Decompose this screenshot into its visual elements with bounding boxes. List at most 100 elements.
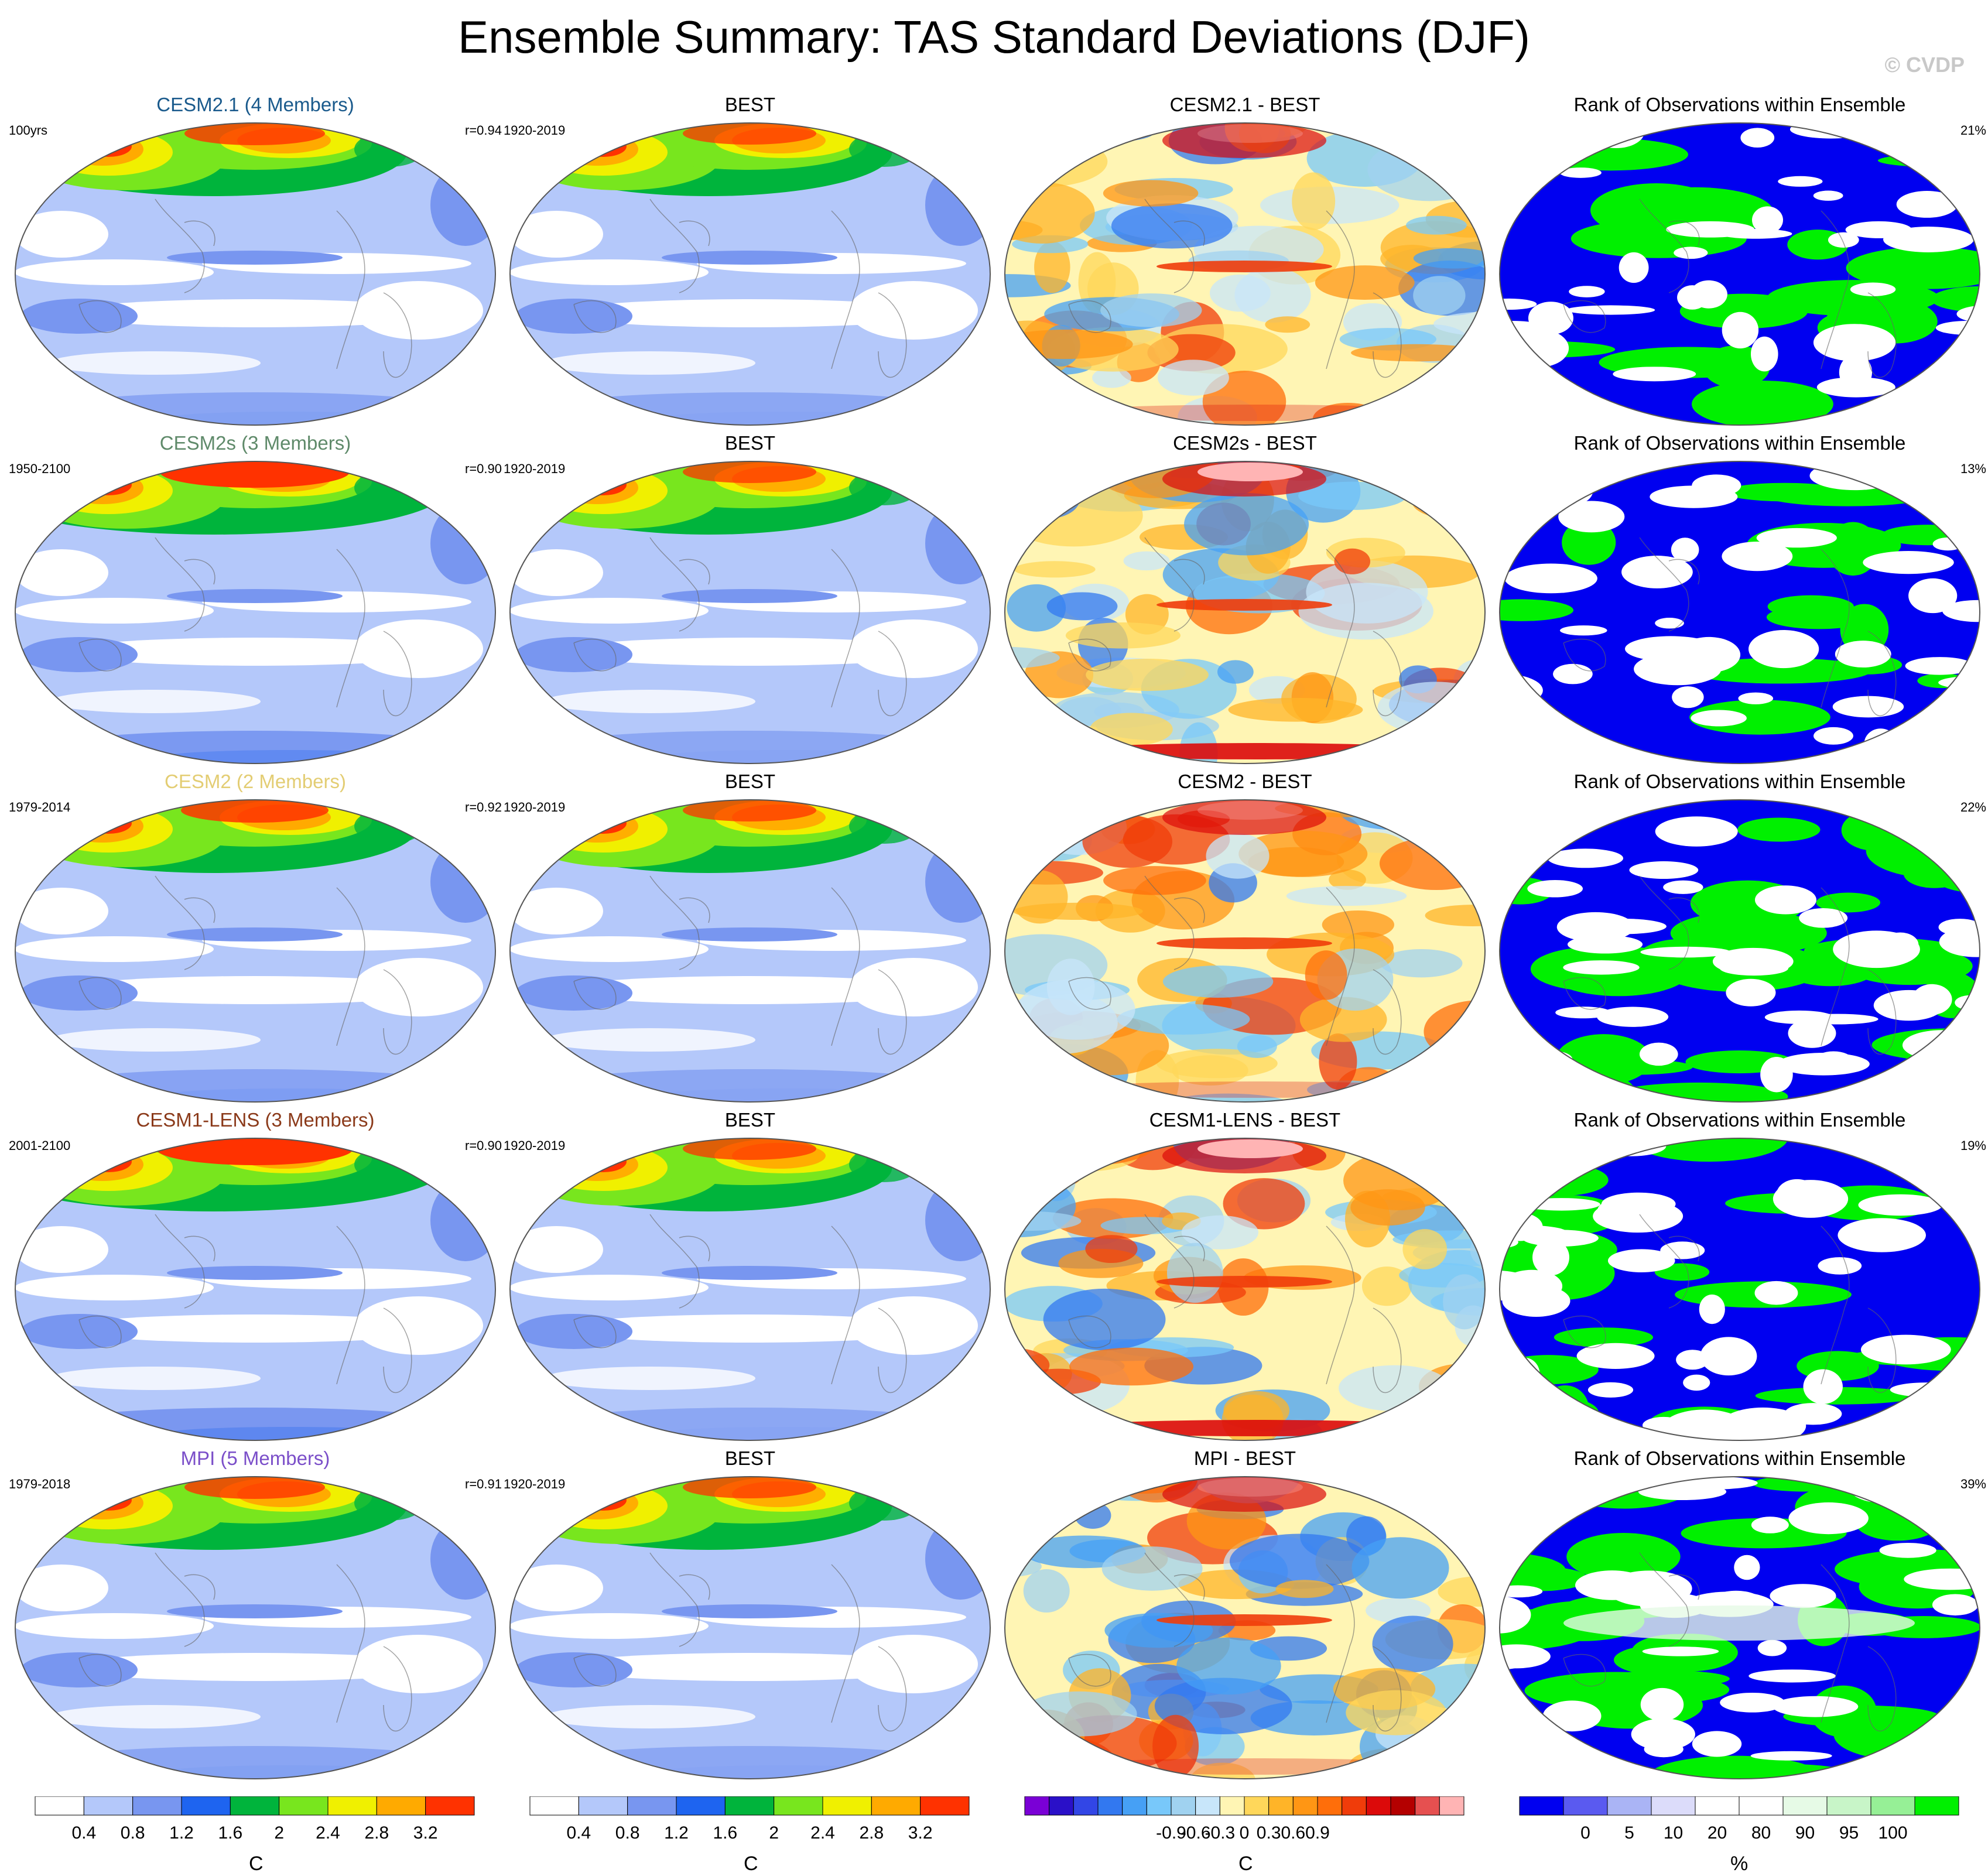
colorbar-model-sd-swatch: [132, 1796, 182, 1816]
panel-diff-row3: CESM2 - BEST: [998, 771, 1491, 1109]
colorbar-model-sd-tick-label: 1.2: [169, 1823, 194, 1843]
colorbar-diff-swatch: [1439, 1796, 1465, 1816]
colorbar-rank-swatch: [1870, 1796, 1915, 1816]
panel-obs-row2: BEST 1920-2019: [504, 432, 997, 771]
panel-obs-row4: BEST 1920-2019: [504, 1109, 997, 1447]
map-diff: [1004, 799, 1486, 1103]
colorbar-diff-swatch: [1390, 1796, 1416, 1816]
colorbar-rank-tick-label: 95: [1839, 1823, 1859, 1843]
panel-model-row1: CESM2.1 (4 Members) 100yrs r=0.94: [9, 94, 502, 432]
colorbar-rank-tick-label: 0: [1580, 1823, 1590, 1843]
panel-title: BEST: [724, 1447, 776, 1469]
colorbar-diff-swatch: [1268, 1796, 1294, 1816]
colorbar-diff-swatch: [1342, 1796, 1367, 1816]
colorbar-obs-sd-swatch: [920, 1796, 970, 1816]
panel-period: 100yrs: [9, 123, 48, 138]
panel-title: CESM1-LENS - BEST: [1149, 1109, 1341, 1131]
colorbar-obs-sd-tick-label: 2: [769, 1823, 779, 1843]
panel-title: CESM2s - BEST: [1173, 432, 1317, 454]
colorbar-model-sd-swatch: [83, 1796, 134, 1816]
panel-title: Rank of Observations within Ensemble: [1573, 432, 1906, 454]
colorbar-diff-swatch: [1415, 1796, 1440, 1816]
colorbar-model-sd-swatch: [35, 1796, 84, 1816]
panel-diff-row5: MPI - BEST: [998, 1447, 1491, 1786]
panel-title: CESM2s (3 Members): [159, 432, 351, 454]
panel-title: Rank of Observations within Ensemble: [1573, 771, 1906, 792]
colorbar-diff-swatch: [1244, 1796, 1270, 1816]
colorbar-rank-swatch: [1519, 1796, 1564, 1816]
colorbar-obs-sd-swatch: [774, 1796, 823, 1816]
panel-title: BEST: [724, 432, 776, 454]
colorbar-diff-swatch: [1097, 1796, 1123, 1816]
colorbar-rank-unit: %: [1730, 1853, 1749, 1875]
colorbar-diff-tick-label: 0: [1240, 1823, 1250, 1843]
map-model: [15, 1138, 496, 1441]
colorbar-rank-tick-label: 5: [1624, 1823, 1634, 1843]
panel-title: Rank of Observations within Ensemble: [1573, 1109, 1906, 1131]
colorbar-obs-sd: 0.4 0.8 1.2 1.6 2 2.4 2.8 3.2 C: [527, 1796, 972, 1875]
colorbar-obs-sd-swatch: [578, 1796, 628, 1816]
colorbar-rank-tick-label: 80: [1751, 1823, 1771, 1843]
panel-period: 1920-2019: [504, 800, 566, 814]
panel-rank-row1: Rank of Observations within Ensemble 21%: [1493, 94, 1986, 432]
pattern-correlation: r=0.92: [465, 800, 502, 814]
panel-period: 1950-2100: [9, 461, 71, 476]
map-diff: [1004, 122, 1486, 426]
colorbar-diff-swatch: [1122, 1796, 1147, 1816]
colorbar-model-sd-swatch: [327, 1796, 377, 1816]
cvdp-watermark: © CVDP: [1884, 53, 1965, 77]
map-diff: [1004, 461, 1486, 764]
panel-rank-row2: Rank of Observations within Ensemble 13%: [1493, 432, 1986, 771]
colorbar-model-sd-tick-label: 2: [274, 1823, 284, 1843]
panel-diff-row1: CESM2.1 - BEST: [998, 94, 1491, 432]
pattern-correlation: r=0.90: [465, 461, 502, 476]
colorbar-rank-swatch: [1826, 1796, 1871, 1816]
colorbar-rank-swatch: [1739, 1796, 1784, 1816]
colorbar-obs-sd-swatch: [822, 1796, 872, 1816]
colorbar-obs-sd-tick-label: 0.8: [615, 1823, 640, 1843]
colorbar-diff-swatch: [1024, 1796, 1050, 1816]
map-obs: [509, 1476, 991, 1779]
panel-period: 1979-2018: [9, 1477, 71, 1491]
pattern-correlation: r=0.90: [465, 1138, 502, 1153]
panel-rank-row5: Rank of Observations within Ensemble 39%: [1493, 1447, 1986, 1786]
colorbar-diff-swatch: [1219, 1796, 1245, 1816]
colorbar-rank-swatch: [1695, 1796, 1740, 1816]
panel-period: 1920-2019: [504, 1477, 566, 1491]
colorbar-diff-swatch: [1049, 1796, 1074, 1816]
rank-percent: 19%: [1960, 1138, 1986, 1153]
map-obs: [509, 799, 991, 1103]
colorbar-obs-sd-tick-label: 0.4: [566, 1823, 591, 1843]
panel-title: Rank of Observations within Ensemble: [1573, 94, 1906, 115]
colorbar-rank-swatch: [1563, 1796, 1608, 1816]
map-obs: [509, 122, 991, 426]
map-diff: [1004, 1138, 1486, 1441]
panel-title: MPI (5 Members): [180, 1447, 330, 1469]
panel-title: CESM2 (2 Members): [165, 771, 346, 792]
colorbar-rank-swatch: [1651, 1796, 1696, 1816]
colorbar-model-sd-tick-label: 0.8: [121, 1823, 145, 1843]
pattern-correlation: r=0.91: [465, 1477, 502, 1491]
panel-period: 1920-2019: [504, 1138, 566, 1153]
colorbar-obs-sd-tick-label: 3.2: [908, 1823, 933, 1843]
map-rank: [1499, 1476, 1980, 1779]
colorbar-diff-swatches: -0.9-0.6-0.3 0 0.3 0.6 0.9: [1024, 1796, 1465, 1843]
map-model: [15, 461, 496, 764]
panel-obs-row3: BEST 1920-2019: [504, 771, 997, 1109]
colorbar-model-sd-tick-label: 2.4: [316, 1823, 340, 1843]
colorbar-model-sd-unit: C: [249, 1853, 264, 1875]
colorbar-rank-tick-label: 100: [1878, 1823, 1907, 1843]
panel-title: BEST: [724, 1109, 776, 1131]
panel-title: MPI - BEST: [1193, 1447, 1296, 1469]
colorbar-model-sd-swatch: [425, 1796, 475, 1816]
panel-period: 1979-2014: [9, 800, 71, 814]
colorbar-obs-sd-unit: C: [744, 1853, 758, 1875]
colorbar-diff-swatch: [1292, 1796, 1318, 1816]
colorbar-obs-sd-tick-label: 2.8: [859, 1823, 884, 1843]
colorbar-model-sd-tick-label: 3.2: [413, 1823, 438, 1843]
colorbar-diff-swatch: [1366, 1796, 1391, 1816]
colorbar-model-sd-swatch: [376, 1796, 426, 1816]
panel-rank-row4: Rank of Observations within Ensemble 19%: [1493, 1109, 1986, 1447]
colorbar-obs-sd-swatch: [627, 1796, 677, 1816]
panel-model-row2: CESM2s (3 Members) 1950-2100 r=0.90: [9, 432, 502, 771]
